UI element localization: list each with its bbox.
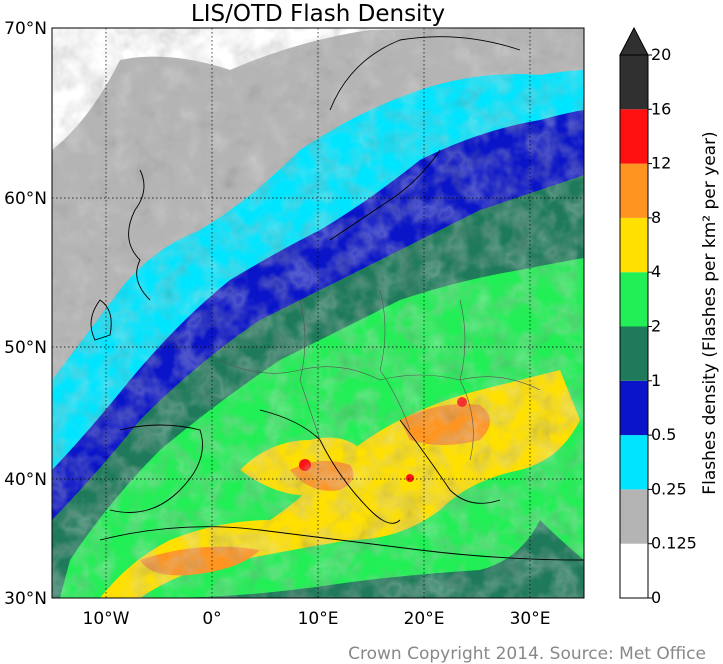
colorbar-tick-label: 0.25 [651, 479, 687, 498]
lat-tick-label: 40°N [4, 470, 47, 490]
lon-tick-label: 0° [202, 609, 221, 629]
colorbar-tick-label: 0.125 [651, 534, 697, 553]
lat-tick-label: 70°N [4, 19, 47, 39]
colorbar-tick-label: 0.5 [651, 425, 676, 444]
colorbar-tick-label: 1 [651, 371, 661, 390]
colorbar-tick-label: 12 [651, 154, 671, 173]
lat-tick-label: 60°N [4, 189, 47, 209]
lon-tick-label: 10°E [298, 609, 339, 629]
flash-density-map [52, 28, 584, 598]
colorbar-tick-label: 2 [651, 317, 661, 336]
lat-tick-label: 50°N [4, 338, 47, 358]
lat-tick-labels: 70°N 60°N 50°N 40°N 30°N [4, 19, 47, 609]
colorbar-tick-label: 4 [651, 262, 661, 281]
lon-tick-labels: 10°W 0° 10°E 20°E 30°E [83, 609, 551, 629]
coastlines [90, 36, 584, 561]
country-borders [219, 289, 541, 461]
colorbar-tick-label: 0 [651, 588, 661, 607]
colorbar-tick-label: 8 [651, 208, 661, 227]
colorbar-segment [620, 217, 648, 273]
lat-tick-label: 30°N [4, 589, 47, 609]
colorbar-label: Flashes density (Flashes per km² per yea… [700, 131, 720, 494]
colorbar [619, 26, 652, 599]
colorbar-segment [620, 326, 648, 381]
lon-tick-label: 20°E [404, 609, 445, 629]
colorbar-segment [620, 489, 648, 544]
colorbar-segment [620, 163, 648, 218]
colorbar-segment [620, 543, 648, 598]
colorbar-segment [620, 55, 648, 110]
colorbar-segment [620, 435, 648, 490]
lon-tick-label: 10°W [83, 609, 130, 629]
colorbar-extend-arrow [619, 26, 649, 56]
map-title: LIS/OTD Flash Density [191, 1, 445, 27]
copyright-footer: Crown Copyright 2014. Source: Met Office [348, 644, 706, 664]
graticule [52, 28, 584, 598]
colorbar-segment [620, 272, 648, 327]
colorbar-tick-label: 16 [651, 99, 671, 118]
colorbar-tick-label: 20 [651, 45, 671, 64]
map-frame [51, 27, 585, 599]
colorbar-segment [620, 380, 648, 436]
lon-tick-label: 30°E [510, 609, 551, 629]
colorbar-segment [620, 109, 648, 164]
